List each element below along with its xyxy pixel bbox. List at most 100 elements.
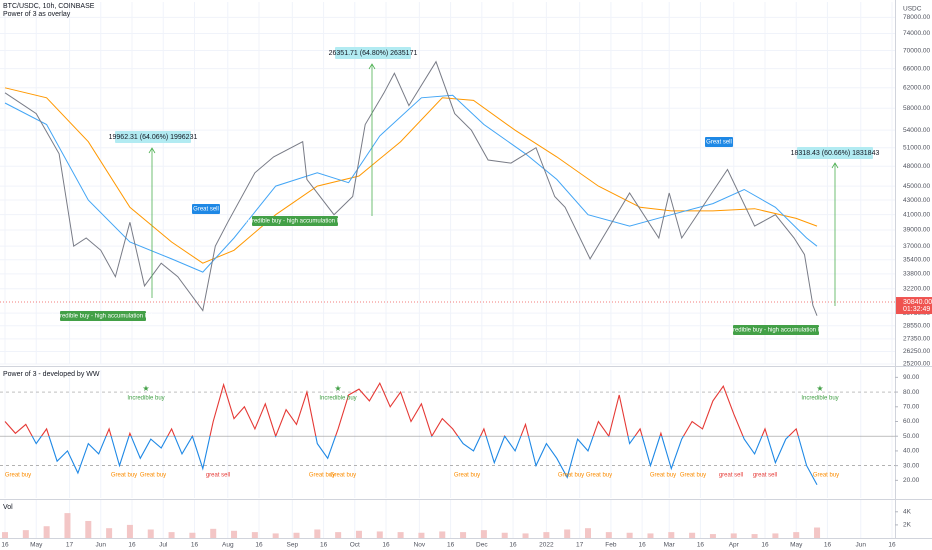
y-tick-label: 35400.00 — [903, 256, 930, 263]
volume-bar — [647, 533, 654, 538]
x-tick-label: 2022 — [539, 542, 554, 549]
volume-bar — [668, 532, 675, 538]
y-tick-label: 90.00 — [903, 374, 920, 381]
osc-bottom-label: great sell — [206, 473, 230, 479]
volume-bar — [460, 532, 467, 538]
y-tick-label: 70.00 — [903, 404, 920, 411]
y-tick-label: 26250.00 — [903, 348, 930, 355]
price-axis-bg — [895, 0, 932, 550]
y-tick-label: 25200.00 — [903, 361, 930, 368]
y-tick-label: 66000.00 — [903, 65, 930, 72]
y-tick-label: 41000.00 — [903, 211, 930, 218]
y-tick-label: 4K — [903, 509, 912, 516]
volume-bar — [64, 513, 71, 538]
last-price-tag — [896, 297, 932, 315]
oscillator-line — [4, 381, 818, 486]
osc-bottom-label: Great buy — [309, 473, 335, 479]
volume-bar — [397, 532, 404, 538]
x-tick-label: Jul — [159, 542, 168, 549]
volume-bar — [522, 533, 529, 538]
x-tick-label: Sep — [287, 542, 299, 549]
x-tick-label: Nov — [414, 542, 426, 549]
y-tick-label: 45000.00 — [903, 183, 930, 190]
volume-bar — [106, 528, 113, 538]
signal-box — [60, 311, 146, 321]
osc-bottom-label: great sell — [719, 473, 743, 479]
y-tick-label: 74000.00 — [903, 30, 930, 37]
volume-bar — [605, 532, 612, 538]
vol-title: Vol — [3, 504, 13, 511]
y-tick-label: 39000.00 — [903, 227, 930, 234]
measure-label: 18318.43 (60.66%) 1831843 — [791, 150, 880, 157]
x-tick-label: Jun — [96, 542, 107, 549]
volume-bar — [793, 532, 800, 538]
x-tick-label: Mar — [664, 542, 676, 549]
x-tick-label: 16 — [320, 542, 328, 549]
measure-label: 19962.31 (64.06%) 1996231 — [109, 134, 198, 141]
x-tick-label: Apr — [729, 542, 740, 549]
volume-bar — [2, 532, 8, 538]
x-tick-label: 16 — [824, 542, 832, 549]
signal-box — [705, 137, 733, 147]
slow-ma — [4, 87, 818, 264]
volume-bar — [730, 533, 737, 538]
star: ★ — [334, 384, 341, 393]
y-tick-label: 60.00 — [903, 418, 920, 425]
signal-label: Incredible buy - high accumulation Prb — [52, 314, 155, 320]
volume-bar — [85, 520, 92, 538]
x-tick-label: Jun — [856, 542, 867, 549]
y-tick-label: 20.00 — [903, 477, 920, 484]
osc-bottom-label: Great buy — [813, 473, 839, 479]
osc-bottom-label: Great buy — [5, 473, 31, 479]
y-tick-label: 54000.00 — [903, 127, 930, 134]
measure-box — [335, 47, 411, 59]
volume-bar — [168, 532, 175, 538]
axis-unit: USDC — [903, 6, 922, 13]
y-tick-label: 2K — [903, 522, 912, 529]
star: ★ — [816, 384, 823, 393]
x-tick-label: 16 — [1, 542, 9, 549]
y-tick-label: 43000.00 — [903, 197, 930, 204]
volume-bar — [251, 532, 258, 538]
x-tick-label: Dec — [476, 542, 488, 549]
x-tick-label: 16 — [697, 542, 705, 549]
x-tick-label: Feb — [605, 542, 617, 549]
x-tick-label: May — [790, 542, 803, 549]
x-tick-label: Aug — [222, 542, 234, 549]
volume-bar — [709, 534, 716, 538]
signal-label: Great sell — [706, 140, 732, 146]
osc-bottom-label: Great buy — [330, 473, 356, 479]
y-tick-label: 70000.00 — [903, 47, 930, 54]
volume-bar — [147, 529, 154, 538]
volume-bar — [689, 532, 696, 538]
fast-ma — [4, 94, 818, 273]
arrow-head — [831, 162, 839, 169]
signal-label: Great sell — [193, 207, 219, 213]
volume-bar — [210, 528, 217, 538]
x-tick-label: 17 — [66, 542, 74, 549]
y-tick-label: 33800.00 — [903, 271, 930, 278]
volume-bar — [543, 532, 550, 538]
y-tick-label: 28550.00 — [903, 322, 930, 329]
osc-bottom-label: Great buy — [558, 473, 584, 479]
volume-bar — [501, 532, 508, 538]
measure-box — [797, 147, 873, 159]
osc-top-label: Incredible buy — [127, 396, 164, 402]
x-tick-label: 16 — [191, 542, 199, 549]
volume-bar — [231, 530, 238, 538]
measure-label: 26351.71 (64.80%) 2635171 — [329, 50, 418, 57]
osc-bottom-label: Great buy — [586, 473, 612, 479]
volume-bar — [335, 532, 342, 538]
volume-bar — [43, 526, 50, 538]
signal-box — [252, 216, 338, 226]
x-tick-label: May — [30, 542, 43, 549]
y-tick-label: 37000.00 — [903, 243, 930, 250]
measure-box — [115, 131, 191, 143]
x-tick-label: Oct — [350, 542, 360, 549]
y-tick-label: 40.00 — [903, 448, 920, 455]
y-tick-label: 30.00 — [903, 462, 920, 469]
osc-bottom-label: Great buy — [111, 473, 137, 479]
volume-bar — [22, 530, 29, 538]
volume-bar — [376, 531, 383, 538]
